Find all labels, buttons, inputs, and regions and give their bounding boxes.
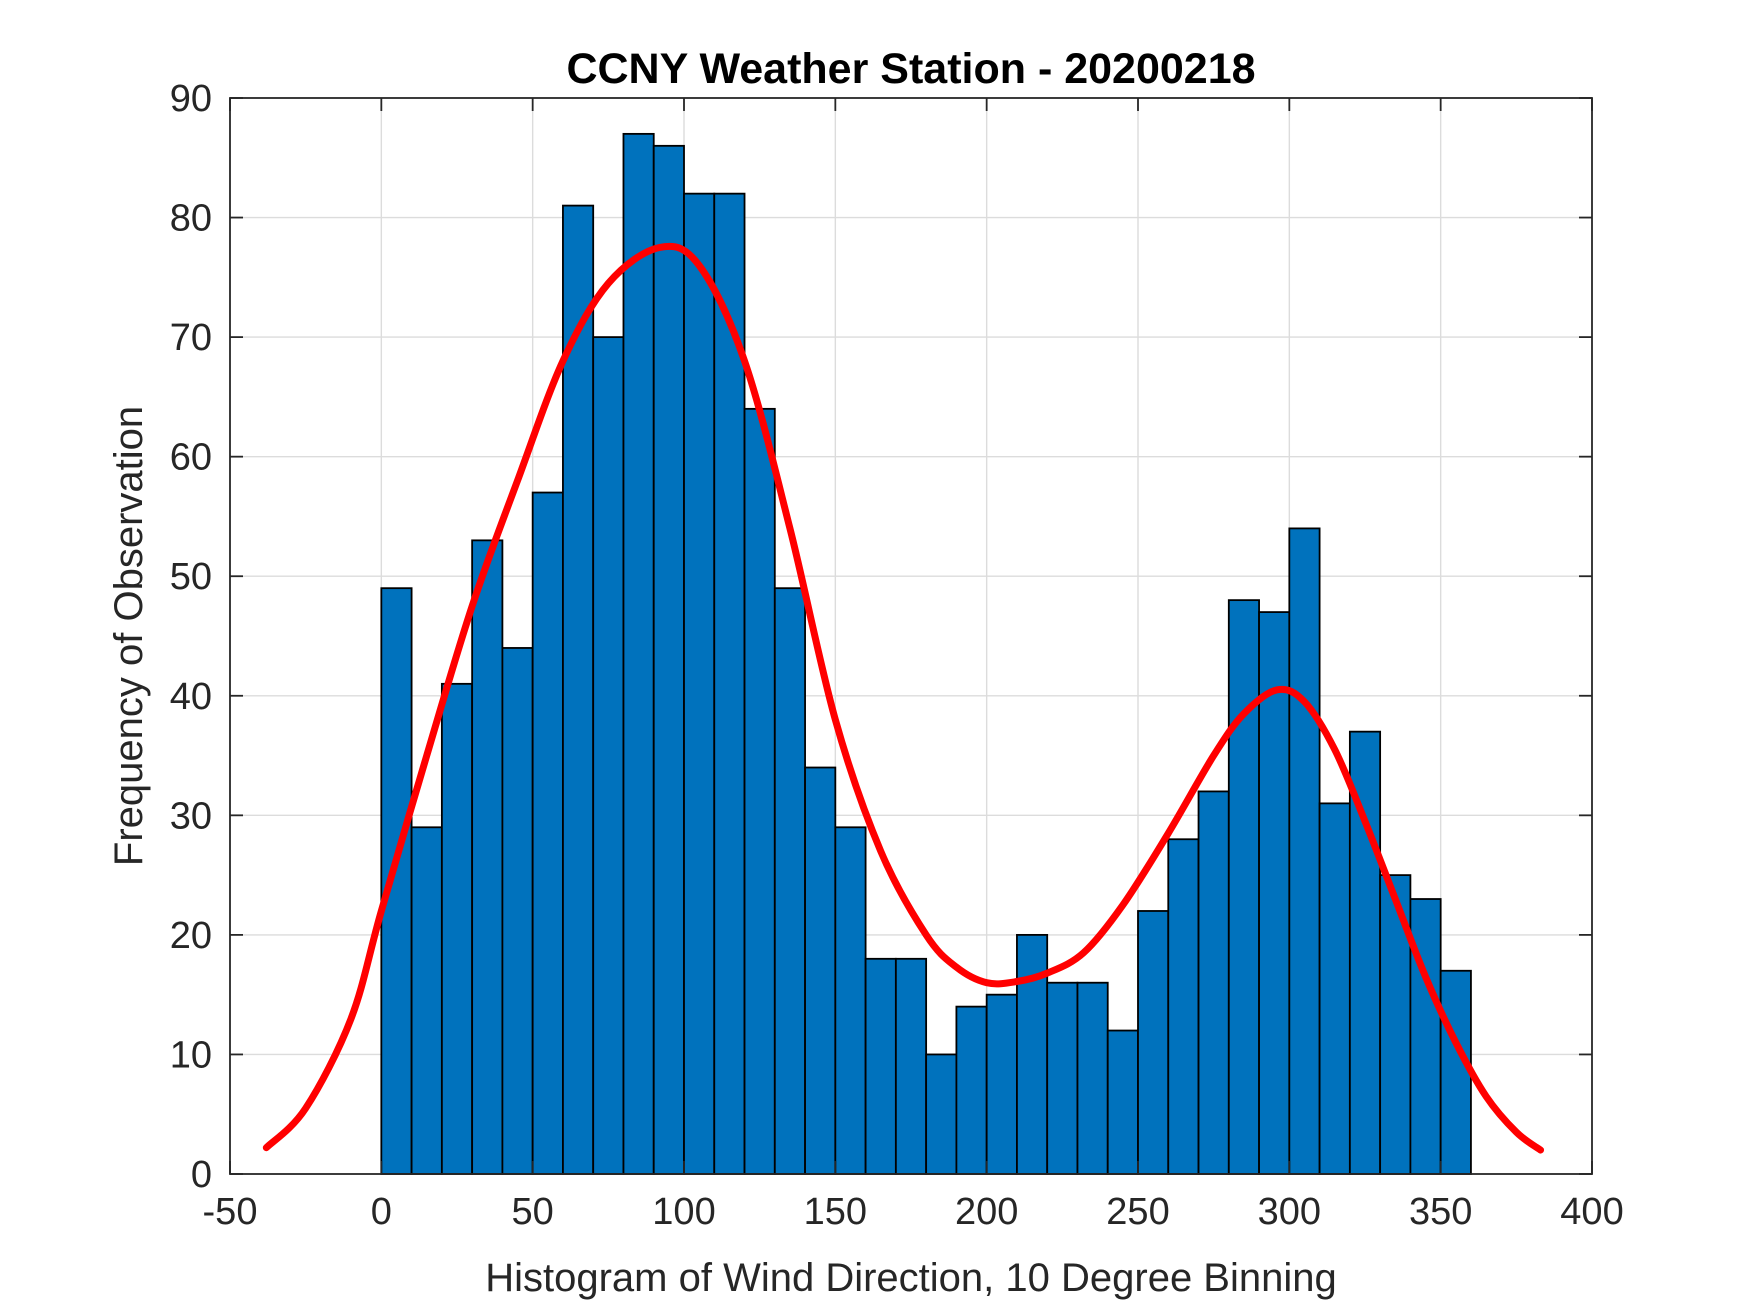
histogram-bar	[652, 144, 685, 1175]
histogram-bar	[471, 539, 504, 1175]
y-tick-label: 80	[170, 198, 212, 240]
y-tick-label: 10	[170, 1034, 212, 1076]
histogram-bar	[925, 1053, 958, 1175]
histogram-bar	[1106, 1029, 1139, 1175]
y-tick-label: 70	[170, 317, 212, 359]
histogram-bar	[1076, 981, 1109, 1175]
histogram-bar	[683, 192, 716, 1175]
x-tick-label: 50	[512, 1191, 554, 1233]
histogram-bar	[1409, 898, 1442, 1175]
histogram-bar	[1197, 790, 1230, 1175]
histogram-bar	[864, 957, 897, 1175]
histogram-bar	[380, 587, 413, 1175]
fit-curve-layer	[262, 242, 1545, 1154]
y-tick-label: 30	[170, 795, 212, 837]
histogram-bar	[440, 682, 474, 1175]
y-tick-label: 20	[170, 915, 212, 957]
axes: -50 0 50 100 150 200 250 300 350 4000102030405060…	[170, 78, 1624, 1233]
histogram-bar	[1318, 802, 1351, 1175]
fit-curve-line	[262, 242, 1545, 1154]
histogram-bar	[985, 993, 1018, 1175]
y-tick-label: 90	[170, 78, 212, 120]
x-tick-label: 400	[1560, 1191, 1623, 1233]
x-tick-label: -50	[203, 1191, 258, 1233]
y-tick-label: 0	[191, 1154, 212, 1196]
histogram-bar	[1258, 611, 1291, 1175]
histogram-bar	[743, 407, 776, 1175]
histogram-bar	[773, 587, 806, 1175]
x-tick-label: 200	[955, 1191, 1018, 1233]
axes-box	[229, 97, 1593, 1175]
histogram-bar	[1167, 838, 1200, 1175]
histogram-bar	[592, 336, 625, 1175]
y-axis-label: Frequency of Observation	[107, 406, 151, 866]
histogram-bar	[894, 957, 928, 1175]
histogram-bar	[955, 1005, 988, 1175]
x-tick-label: 350	[1409, 1191, 1472, 1233]
x-tick-label: 250	[1106, 1191, 1169, 1233]
histogram-bar	[1016, 933, 1049, 1175]
x-tick-label: 150	[804, 1191, 867, 1233]
x-tick-label: 100	[652, 1191, 715, 1233]
histogram-bar	[410, 826, 443, 1175]
histogram-bar	[1137, 910, 1170, 1175]
histogram-bar	[622, 132, 655, 1175]
x-axis-label: Histogram of Wind Direction, 10 Degree B…	[485, 1256, 1337, 1300]
x-tick-label: 0	[371, 1191, 392, 1233]
y-tick-label: 50	[170, 556, 212, 598]
chart-title: CCNY Weather Station - 20200218	[566, 45, 1255, 93]
histogram-bar	[804, 766, 837, 1175]
histogram-bar	[1439, 969, 1472, 1175]
histogram-bar	[1288, 527, 1321, 1175]
y-tick-label: 60	[170, 437, 212, 479]
histogram-bar	[501, 647, 534, 1175]
histogram-bar	[1227, 599, 1260, 1175]
y-tick-label: 40	[170, 676, 212, 718]
histogram-bar	[834, 826, 867, 1175]
histogram-bar	[1046, 981, 1079, 1175]
x-tick-label: 300	[1258, 1191, 1321, 1233]
histogram-bar	[531, 491, 564, 1175]
